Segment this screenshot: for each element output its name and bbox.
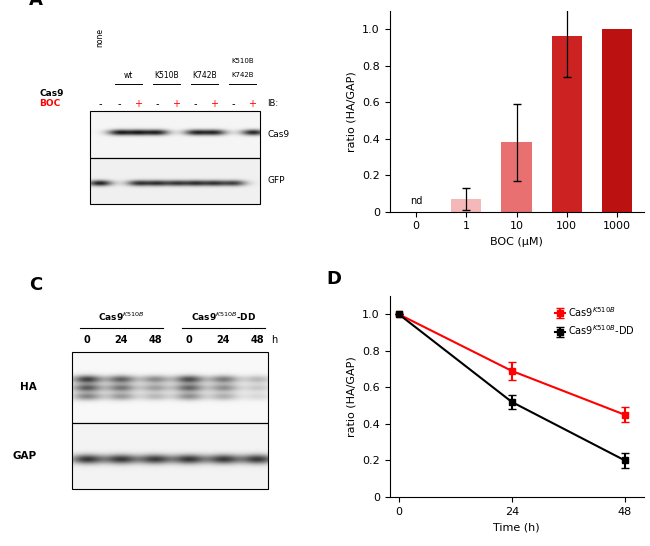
- Bar: [552, 37, 582, 212]
- Text: +: +: [210, 99, 218, 109]
- Text: none: none: [96, 28, 105, 47]
- Text: 48: 48: [148, 335, 162, 345]
- Text: 24: 24: [216, 335, 230, 345]
- Text: Cas9$^{K510B}$: Cas9$^{K510B}$: [98, 311, 144, 323]
- Text: GFP: GFP: [268, 176, 285, 185]
- Bar: [451, 199, 482, 212]
- Text: +: +: [248, 99, 256, 109]
- Text: K510B: K510B: [154, 71, 179, 80]
- Text: K510B: K510B: [231, 58, 254, 64]
- Text: Cas9: Cas9: [39, 89, 64, 98]
- Text: D: D: [326, 270, 341, 288]
- Text: Cas9$^{K510B}$-DD: Cas9$^{K510B}$-DD: [190, 311, 256, 323]
- Text: h: h: [272, 335, 278, 345]
- Text: -: -: [194, 99, 197, 109]
- Text: HA: HA: [20, 382, 36, 393]
- Text: +: +: [172, 99, 180, 109]
- Text: 0: 0: [186, 335, 193, 345]
- Text: -: -: [231, 99, 235, 109]
- Text: GAP: GAP: [12, 450, 36, 461]
- Text: 0: 0: [84, 335, 90, 345]
- X-axis label: BOC (μM): BOC (μM): [490, 237, 543, 247]
- Text: nd: nd: [410, 196, 422, 206]
- Text: A: A: [29, 0, 43, 9]
- Y-axis label: ratio (HA/GAP): ratio (HA/GAP): [346, 71, 356, 152]
- Bar: [501, 143, 532, 212]
- Y-axis label: ratio (HA/GAP): ratio (HA/GAP): [346, 356, 356, 437]
- Text: B: B: [326, 0, 340, 3]
- Legend: Cas9$^{K510B}$, Cas9$^{K510B}$-DD: Cas9$^{K510B}$, Cas9$^{K510B}$-DD: [552, 301, 639, 341]
- Text: K742B: K742B: [192, 71, 217, 80]
- Text: -: -: [117, 99, 121, 109]
- Text: -: -: [98, 99, 101, 109]
- Text: C: C: [29, 276, 42, 294]
- Text: Cas9: Cas9: [268, 130, 290, 139]
- Text: IB:: IB:: [268, 99, 279, 108]
- Text: K742B: K742B: [231, 72, 254, 78]
- Text: 48: 48: [251, 335, 265, 345]
- X-axis label: Time (h): Time (h): [493, 522, 540, 532]
- Text: BOC: BOC: [39, 99, 60, 108]
- Text: -: -: [155, 99, 159, 109]
- Bar: [602, 29, 632, 212]
- Text: 24: 24: [114, 335, 128, 345]
- Text: +: +: [134, 99, 142, 109]
- Text: wt: wt: [124, 71, 133, 80]
